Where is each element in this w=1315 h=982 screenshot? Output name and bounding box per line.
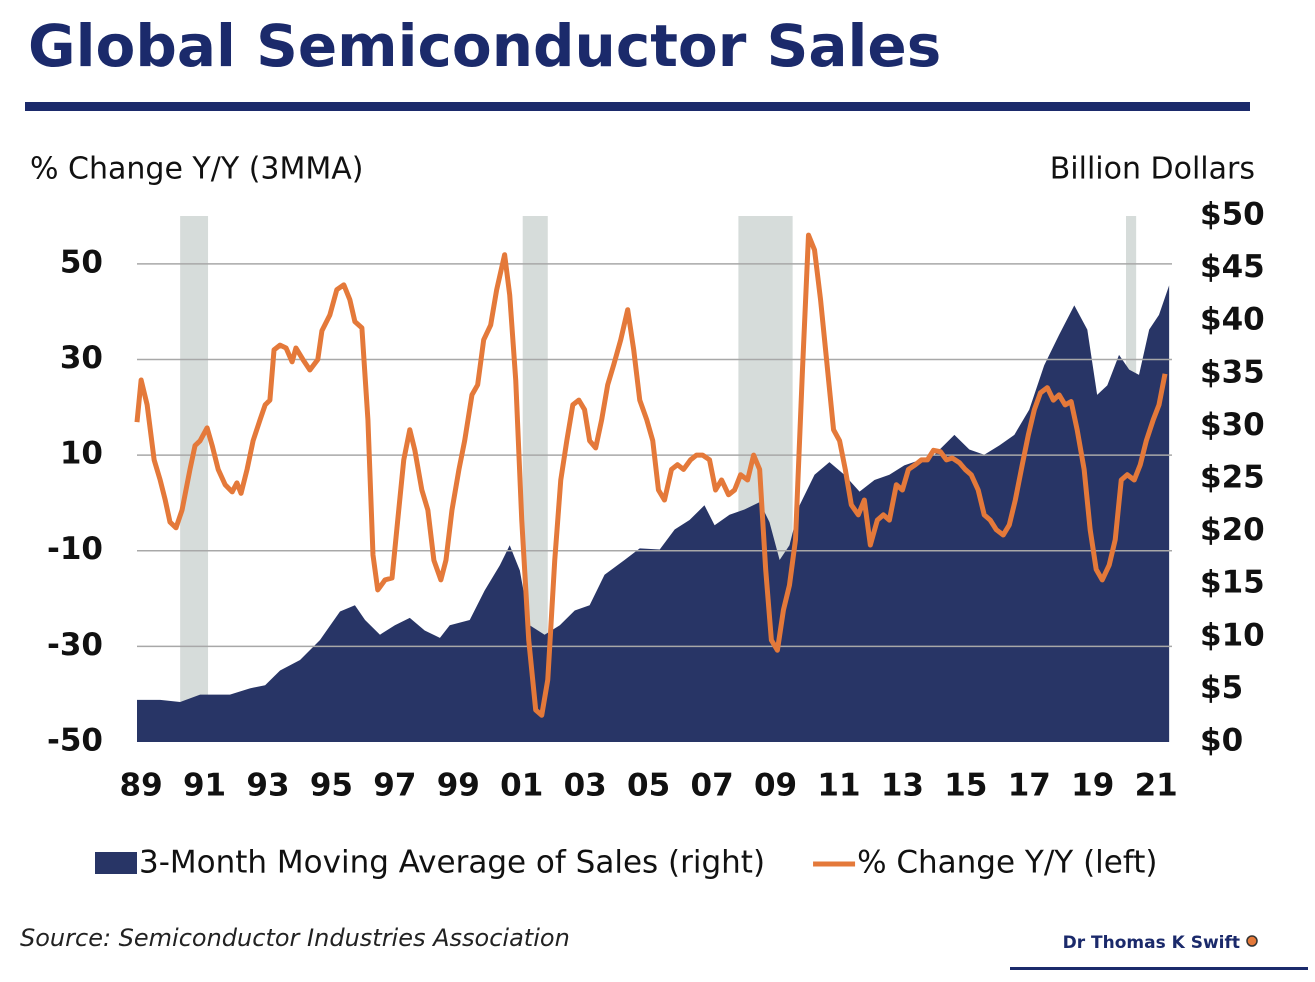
x-tick-label: 11 <box>817 768 860 804</box>
source-note: Source: Semiconductor Industries Associa… <box>20 924 570 952</box>
x-tick-label: 89 <box>120 768 163 804</box>
x-tick-label: 07 <box>691 768 734 804</box>
title-rule <box>25 102 1250 111</box>
y2-tick-label: $25 <box>1200 460 1265 496</box>
legend-swatch <box>95 852 137 874</box>
author: Dr Thomas K Swift <box>1063 933 1240 953</box>
x-tick-label: 19 <box>1071 768 1114 804</box>
x-tick-label: 21 <box>1135 768 1178 804</box>
recession-band <box>180 216 209 742</box>
x-tick-label: 01 <box>500 768 543 804</box>
x-tick-label: 99 <box>437 768 480 804</box>
x-tick-label: 91 <box>183 768 226 804</box>
x-tick-label: 17 <box>1008 768 1051 804</box>
y2-tick-label: $10 <box>1200 617 1265 653</box>
y-tick-label: 30 <box>60 340 103 376</box>
y-tick-label: 50 <box>60 244 103 280</box>
y2-tick-label: $5 <box>1200 670 1243 706</box>
x-tick-label: 15 <box>944 768 987 804</box>
y-tick-label: -50 <box>47 723 103 759</box>
x-tick-label: 93 <box>246 768 289 804</box>
chart-title: Global Semiconductor Sales <box>28 12 941 80</box>
x-tick-label: 09 <box>754 768 797 804</box>
sales-area <box>137 285 1170 742</box>
y2-tick-label: $30 <box>1200 407 1265 443</box>
y2-tick-label: $35 <box>1200 354 1265 390</box>
author-rule <box>1010 967 1308 970</box>
y2-tick-label: $15 <box>1200 565 1265 601</box>
x-tick-label: 03 <box>564 768 607 804</box>
legend-label: % Change Y/Y (left) <box>857 845 1157 881</box>
y2-axis-title: Billion Dollars <box>1050 152 1255 187</box>
y2-tick-label: $40 <box>1200 302 1265 338</box>
y2-tick-label: $45 <box>1200 249 1265 285</box>
x-tick-label: 97 <box>373 768 416 804</box>
y2-tick-label: $0 <box>1200 723 1243 759</box>
y-tick-label: -30 <box>47 627 103 663</box>
y-tick-label: -10 <box>47 531 103 567</box>
y-tick-label: 10 <box>60 436 103 472</box>
legend-label: 3-Month Moving Average of Sales (right) <box>139 845 765 881</box>
y-axis-title: % Change Y/Y (3MMA) <box>30 152 364 187</box>
y2-tick-label: $50 <box>1200 197 1265 233</box>
change-line <box>134 232 1168 718</box>
x-tick-label: 13 <box>881 768 924 804</box>
y2-tick-label: $20 <box>1200 512 1265 548</box>
author-dot <box>1246 935 1258 947</box>
x-tick-label: 95 <box>310 768 353 804</box>
x-tick-label: 05 <box>627 768 670 804</box>
